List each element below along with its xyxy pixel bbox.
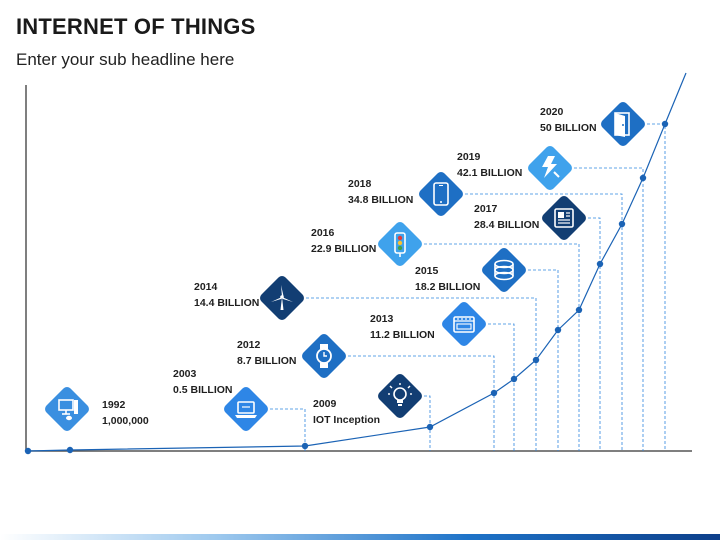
point-2017 [596, 260, 604, 268]
point-2018 [618, 220, 626, 228]
milestone-label-2017: 2017 28.4 BILLION [474, 201, 539, 233]
milestone-value: 28.4 BILLION [474, 219, 540, 231]
milestone-label-2003: 2003 0.5 BILLION [173, 366, 233, 398]
point-2009 [426, 423, 434, 431]
milestone-label-2016: 2016 22.9 BILLION [311, 225, 376, 257]
milestone-value: 0.5 BILLION [173, 384, 233, 396]
guide-2014 [306, 297, 537, 451]
guide-2016 [424, 243, 580, 451]
milestone-year: 2017 [474, 203, 498, 215]
guide-2009 [424, 395, 431, 451]
point-2012 [490, 389, 498, 397]
milestone-year: 2019 [457, 151, 481, 163]
guide-2020 [647, 123, 666, 451]
growth-line [27, 72, 687, 452]
oven-icon [442, 302, 486, 346]
footer-bar [0, 534, 720, 540]
milestone-label-2012: 2012 8.7 BILLION [237, 337, 297, 369]
guide-2015 [528, 269, 559, 451]
point-2020 [661, 120, 669, 128]
milestone-value: 8.7 BILLION [237, 355, 297, 367]
milestone-value: 22.9 BILLION [311, 243, 377, 255]
milestone-label-2015: 2015 18.2 BILLION [415, 263, 480, 295]
guide-2018 [465, 193, 623, 451]
desktop-computer-icon [45, 387, 89, 431]
milestone-year: 1992 [102, 399, 126, 411]
milestone-year: 2009 [313, 398, 337, 410]
milestone-value: IOT Inception [313, 414, 381, 426]
milestone-value: 1,000,000 [102, 415, 149, 427]
milestone-year: 2016 [311, 227, 335, 239]
guide-2013 [488, 323, 515, 451]
point-2015 [554, 326, 562, 334]
point-2003 [301, 442, 309, 450]
milestone-label-1992: 1992 1,000,000 [102, 397, 149, 429]
origin-point [24, 447, 32, 455]
milestone-year: 2015 [415, 265, 439, 277]
guide-2012 [348, 355, 495, 451]
point-2013 [510, 375, 518, 383]
milestone-label-2009: 2009 IOT Inception [313, 396, 380, 428]
milestone-value: 34.8 BILLION [348, 194, 414, 206]
point-2019 [639, 174, 647, 182]
milestone-year: 2020 [540, 106, 564, 118]
newspaper-icon [542, 196, 586, 240]
door-icon [601, 102, 645, 146]
milestone-value: 18.2 BILLION [415, 281, 481, 293]
laptop-icon [224, 387, 268, 431]
tablet-icon [419, 172, 463, 216]
point-1992 [66, 446, 74, 454]
milestone-value: 14.4 BILLION [194, 297, 260, 309]
plug-icon [528, 146, 572, 190]
milestone-value: 50 BILLION [540, 122, 597, 134]
traffic-light-icon [378, 222, 422, 266]
milestone-label-2019: 2019 42.1 BILLION [457, 149, 522, 181]
point-2016 [575, 306, 583, 314]
wristwatch-icon [302, 334, 346, 378]
milestone-label-2014: 2014 14.4 BILLION [194, 279, 259, 311]
milestone-year: 2013 [370, 313, 394, 325]
milestone-value: 42.1 BILLION [457, 167, 523, 179]
point-2014 [532, 356, 540, 364]
page-subtitle: Enter your sub headline here [16, 50, 235, 69]
guide-2017 [588, 217, 601, 451]
milestone-year: 2018 [348, 178, 372, 190]
guide-2019 [574, 167, 644, 451]
milestone-year: 2012 [237, 339, 261, 351]
light-bulb-icon [378, 374, 422, 418]
database-icon [482, 248, 526, 292]
milestone-year: 2003 [173, 368, 197, 380]
wind-turbine-icon [260, 276, 304, 320]
page-title: INTERNET OF THINGS [16, 14, 256, 39]
milestone-label-2020: 2020 50 BILLION [540, 104, 597, 136]
guide-2003 [270, 408, 306, 451]
milestone-value: 11.2 BILLION [370, 329, 435, 341]
milestone-year: 2014 [194, 281, 218, 293]
milestone-label-2013: 2013 11.2 BILLION [370, 311, 435, 343]
milestone-label-2018: 2018 34.8 BILLION [348, 176, 413, 208]
